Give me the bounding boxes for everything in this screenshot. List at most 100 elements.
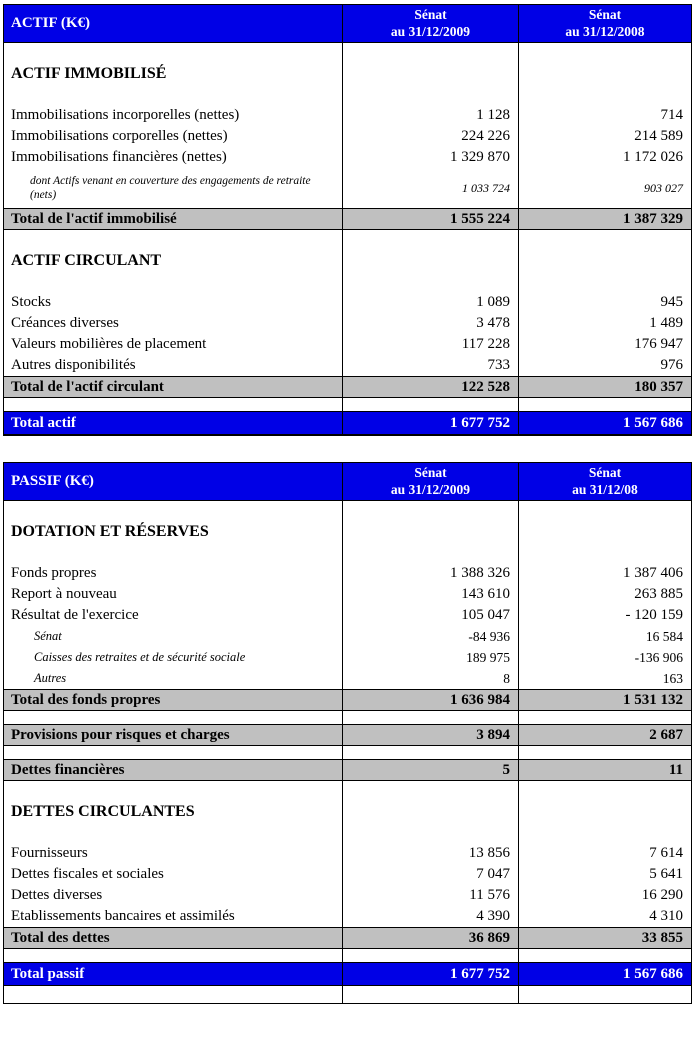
row-label: Stocks (11, 294, 52, 310)
table-row-item: Autres disponibilités 733 976 (4, 355, 691, 376)
passif-col-2008-header: Sénat au 31/12/08 (518, 463, 691, 500)
value-2009: 143 610 (342, 584, 518, 605)
table-row-section: ACTIF IMMOBILISÉ (4, 43, 691, 105)
table-row-item: Créances diverses 3 478 1 489 (4, 313, 691, 334)
row-label: ACTIF CIRCULANT (11, 252, 162, 269)
row-label (4, 398, 342, 411)
value-2009 (342, 398, 518, 411)
value-2009: 4 390 (342, 906, 518, 927)
row-label: Total de l'actif circulant (11, 378, 164, 395)
passif-header-row: PASSIF (K€) Sénat au 31/12/2009 Sénat au… (4, 463, 691, 501)
row-label: Dettes fiscales et sociales (11, 866, 164, 882)
value-2008: 1 567 686 (518, 412, 691, 434)
row-label: Caisses des retraites et de sécurité soc… (34, 650, 246, 664)
value-2008: 163 (518, 668, 691, 689)
table-row-total: Total des fonds propres 1 636 984 1 531 13… (4, 689, 691, 711)
row-label: Immobilisations financières (nettes) (11, 149, 227, 165)
value-2008: 2 687 (518, 725, 691, 745)
table-row-item: Fonds propres 1 388 326 1 387 406 (4, 563, 691, 584)
value-2009: 1 089 (342, 292, 518, 313)
row-label: Total passif (11, 965, 85, 982)
value-2008: 5 641 (518, 864, 691, 885)
value-2008: 1 387 329 (518, 209, 691, 229)
table-row-item: Résultat de l'exercice 105 047- 120 159 (4, 605, 691, 626)
spacer-row (4, 746, 691, 759)
passif-table: PASSIF (K€) Sénat au 31/12/2009 Sénat au… (3, 462, 692, 1004)
row-label: Immobilisations incorporelles (nettes) (11, 107, 240, 123)
col-header-line: au 31/12/08 (572, 481, 638, 497)
table-row-item: Valeurs mobilières de placement 117 228 17… (4, 334, 691, 355)
row-label: Créances diverses (11, 315, 119, 331)
table-row-sub: Caisses des retraites et de sécurité soc… (4, 647, 691, 668)
table-row-total: Dettes financières 5 11 (4, 759, 691, 781)
col-header-line: Sénat (588, 6, 622, 22)
table-row-total: Total de l'actif immobilisé 1 555 224 1 38… (4, 208, 691, 230)
value-2008: 976 (518, 355, 691, 376)
value-2009 (342, 986, 518, 1003)
row-label: Etablissements bancaires et assimilés (11, 908, 235, 924)
row-label (4, 746, 342, 759)
table-row-section: DETTES CIRCULANTES (4, 781, 691, 843)
value-2009: 3 478 (342, 313, 518, 334)
value-2008 (518, 949, 691, 962)
row-label: DETTES CIRCULANTES (11, 803, 195, 820)
spacer-row (4, 949, 691, 962)
value-2009 (342, 781, 518, 843)
value-2008 (518, 230, 691, 292)
row-label (4, 949, 342, 962)
table-row-note: dont Actifs venant en couverture des eng… (4, 168, 691, 208)
value-2008 (518, 501, 691, 563)
passif-col-2009-header: Sénat au 31/12/2009 (342, 463, 518, 500)
value-2008: 1 489 (518, 313, 691, 334)
value-2009: 1 677 752 (342, 412, 518, 434)
row-label (4, 986, 342, 1003)
table-row-total: Provisions pour risques et charges 3 894 2… (4, 724, 691, 746)
actif-title: ACTIF (K€) (11, 15, 91, 31)
col-header-line: au 31/12/2009 (390, 481, 471, 497)
value-2008: 33 855 (518, 928, 691, 948)
value-2008 (518, 711, 691, 724)
table-row-total: Total de l'actif circulant 122 528 180 357 (4, 376, 691, 398)
table-row-item: Immobilisations financières (nettes) 1 32… (4, 147, 691, 168)
actif-table: ACTIF (K€) Sénat au 31/12/2009 Sénat au … (3, 4, 692, 436)
value-2009: 122 528 (342, 377, 518, 397)
table-row-item: Report à nouveau 143 610 263 885 (4, 584, 691, 605)
value-2009 (342, 949, 518, 962)
passif-title: PASSIF (K€) (11, 473, 94, 489)
row-label: Résultat de l'exercice (11, 607, 139, 623)
table-row-item: Immobilisations incorporelles (nettes) 1 … (4, 105, 691, 126)
value-2008: 945 (518, 292, 691, 313)
actif-header-row: ACTIF (K€) Sénat au 31/12/2009 Sénat au … (4, 5, 691, 43)
value-2009: 117 228 (342, 334, 518, 355)
value-2008: 7 614 (518, 843, 691, 864)
table-gap (3, 436, 692, 462)
value-2008: 714 (518, 105, 691, 126)
row-label: Provisions pour risques et charges (11, 726, 230, 743)
value-2008: -136 906 (518, 647, 691, 668)
table-row-item: Stocks 1 089 945 (4, 292, 691, 313)
table-row-section: ACTIF CIRCULANT (4, 230, 691, 292)
value-2008 (518, 43, 691, 105)
spacer-row (4, 398, 691, 411)
value-2009: 1 329 870 (342, 147, 518, 168)
row-label: Valeurs mobilières de placement (11, 336, 207, 352)
value-2009: 1 128 (342, 105, 518, 126)
balance-sheet-page: ACTIF (K€) Sénat au 31/12/2009 Sénat au … (3, 4, 692, 1004)
table-row-item: Dettes diverses 11 576 16 290 (4, 885, 691, 906)
value-2008: 1 387 406 (518, 563, 691, 584)
spacer-row (4, 711, 691, 724)
row-label: Dettes financières (11, 761, 125, 778)
value-2008: 903 027 (518, 168, 691, 208)
value-2009: 1 636 984 (342, 690, 518, 710)
value-2009: 733 (342, 355, 518, 376)
row-label: Fonds propres (11, 565, 97, 581)
value-2009 (342, 230, 518, 292)
table-row-sub: Autres 8 163 (4, 668, 691, 689)
value-2009: 1 555 224 (342, 209, 518, 229)
table-row-item: Etablissements bancaires et assimilés 4 3… (4, 906, 691, 927)
value-2009: 3 894 (342, 725, 518, 745)
value-2008: 1 531 132 (518, 690, 691, 710)
row-label: Total des dettes (11, 929, 110, 946)
row-label: Immobilisations corporelles (nettes) (11, 128, 228, 144)
value-2008: 176 947 (518, 334, 691, 355)
